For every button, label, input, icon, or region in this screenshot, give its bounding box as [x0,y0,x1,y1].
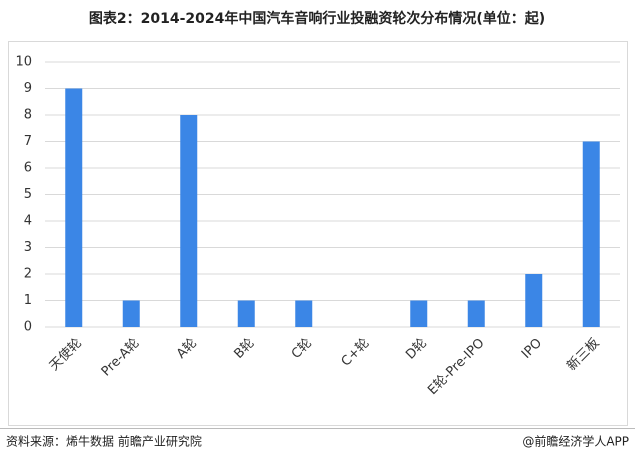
bar [467,300,485,327]
bar [237,300,255,327]
y-tick-label: 6 [24,161,32,176]
y-tick-label: 0 [24,320,32,335]
y-tick-label: 7 [24,134,32,149]
bar [180,115,198,327]
y-tick-label: 4 [24,214,32,229]
y-tick-label: 5 [24,187,32,202]
y-tick-label: 3 [24,240,32,255]
bar [122,300,140,327]
y-tick-label: 10 [15,55,32,70]
bar [582,141,600,327]
y-tick-label: 9 [24,81,32,96]
bar [525,274,543,327]
bar [295,300,313,327]
bar [410,300,428,327]
chart-frame [8,41,628,426]
y-tick-label: 2 [24,267,32,282]
chart-title: 图表2：2014-2024年中国汽车音响行业投融资轮次分布情况(单位：起) [89,10,545,27]
credit: @前瞻经济学人APP [522,434,629,449]
y-tick-label: 8 [24,108,32,123]
source: 资料来源：烯牛数据 前瞻产业研究院 [6,434,202,449]
bar [65,88,83,327]
y-tick-label: 1 [24,293,32,308]
